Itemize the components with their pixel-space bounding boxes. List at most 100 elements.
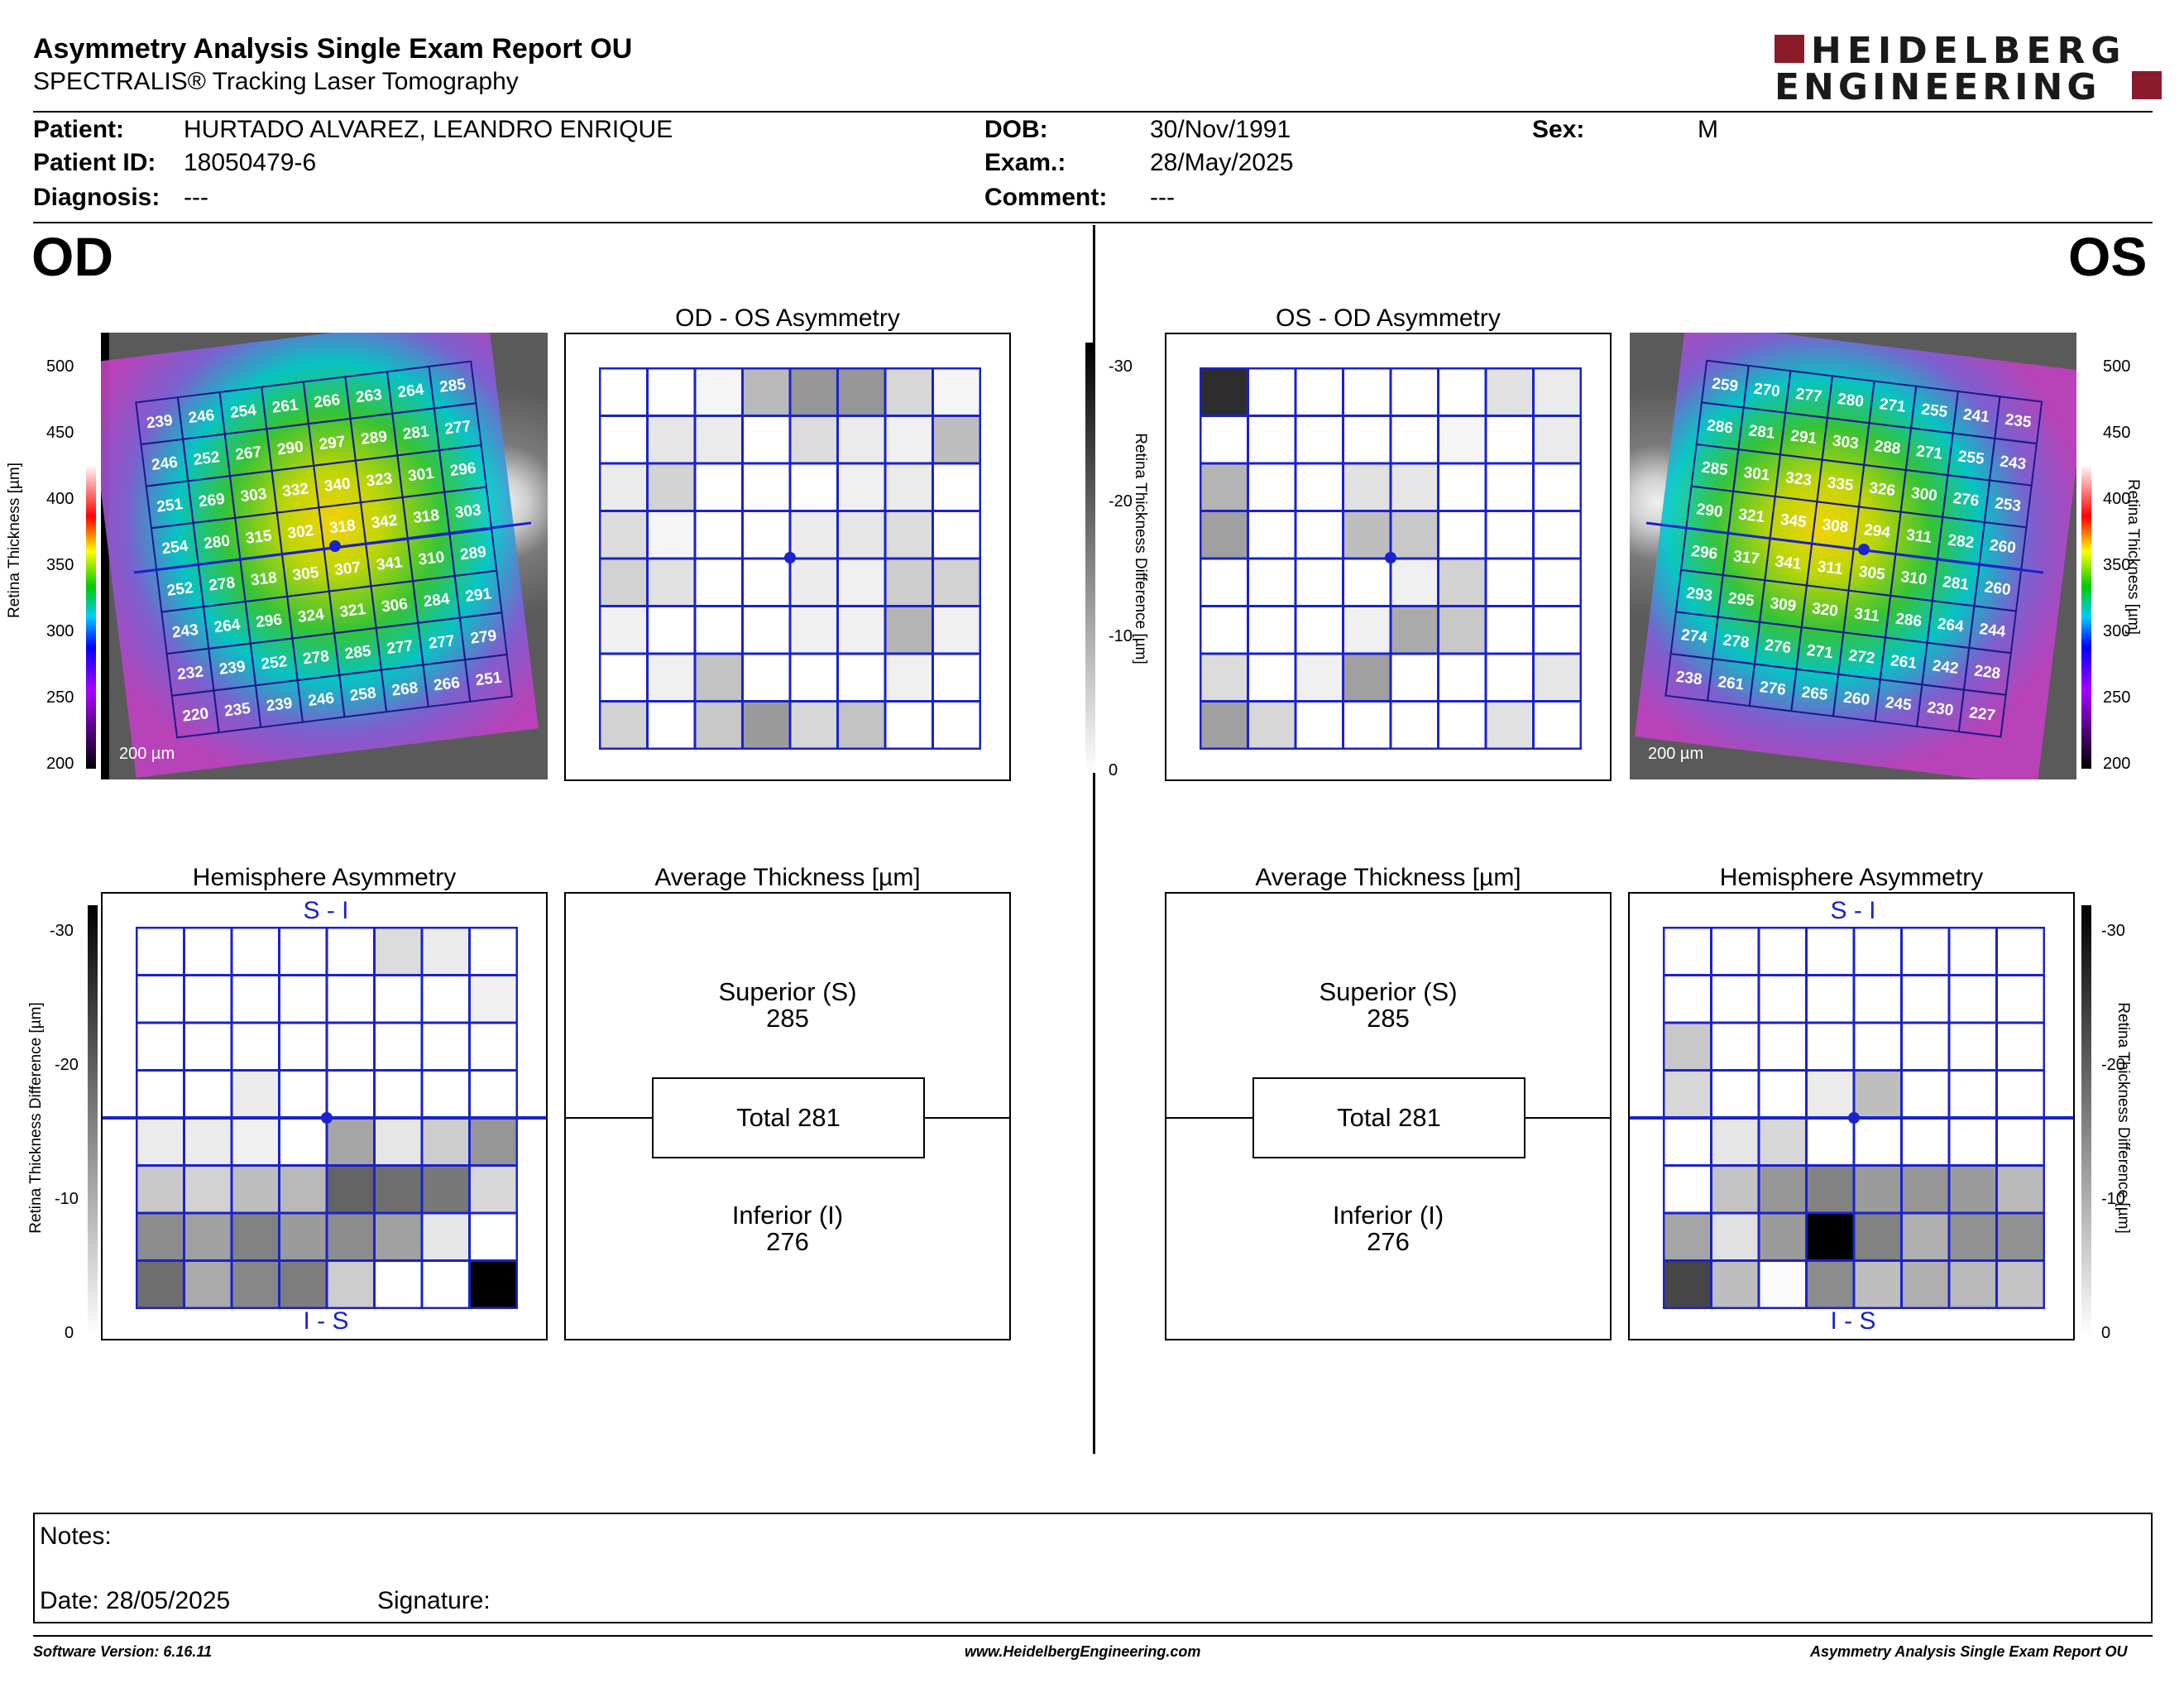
os-thickness-value-2-4: 326 — [1868, 479, 1896, 500]
os-hemi-cell-1-2 — [1757, 974, 1808, 1024]
od-asym-cell-2-6 — [884, 462, 934, 512]
os-hemi-cell-6-6 — [1947, 1211, 1998, 1262]
os-asym-cell-6-0 — [1200, 652, 1249, 703]
os-hemi-cell-4-4 — [1852, 1116, 1903, 1167]
os-hemi-cell-0-7 — [1995, 927, 2045, 976]
od-asym-cell-6-4 — [788, 652, 839, 703]
center-tick-20: -20 — [1109, 492, 1133, 511]
os-asym-cell-2-4 — [1389, 462, 1439, 512]
od-thickness-value-7-0: 220 — [181, 705, 209, 726]
os-hemi-tick-10: -10 — [2101, 1190, 2125, 1208]
os-thickness-value-1-4: 288 — [1873, 438, 1901, 458]
od-thickness-value-0-6: 264 — [397, 381, 425, 401]
os-hemi-cell-7-7 — [1995, 1259, 2045, 1309]
os-hemi-cell-5-2 — [1757, 1164, 1808, 1215]
center-diff-colorbar — [1085, 343, 1095, 773]
od-asym-cell-2-3 — [741, 462, 792, 512]
os-hemi-cell-5-0 — [1663, 1164, 1712, 1215]
footer-divider — [33, 1635, 2153, 1637]
os-asym-cell-0-6 — [1484, 367, 1535, 417]
os-hemi-cell-4-5 — [1900, 1116, 1951, 1167]
od-thickness-value-7-5: 268 — [390, 679, 419, 700]
od-hemi-cell-3-1 — [183, 1069, 233, 1120]
patient-id: 18050479-6 — [184, 149, 317, 176]
os-hemi-cell-3-6 — [1947, 1069, 1998, 1120]
od-thickness-value-3-6: 318 — [412, 506, 440, 527]
od-hemi-cell-7-1 — [183, 1259, 233, 1309]
os-thickness-value-5-0: 293 — [1685, 584, 1713, 605]
od-fovea-marker — [329, 540, 341, 552]
od-thickness-value-4-3: 305 — [292, 564, 320, 585]
os-asym-cell-3-3 — [1342, 510, 1392, 560]
os-thickness-value-6-0: 274 — [1680, 626, 1708, 647]
os-hemi-cell-3-3 — [1805, 1069, 1856, 1120]
od-hemi-cell-7-5 — [373, 1259, 424, 1309]
od-hemi-midline — [103, 1116, 546, 1120]
od-asym-cell-5-5 — [836, 605, 887, 655]
footer-website[interactable]: www.HeidelbergEngineering.com — [965, 1643, 1201, 1660]
os-thickness-value-0-4: 271 — [1879, 396, 1907, 416]
os-hemi-cell-1-4 — [1852, 974, 1903, 1024]
od-asym-title: OD - OS Asymmetry — [675, 305, 900, 332]
od-thickness-value-6-6: 277 — [428, 632, 456, 653]
od-eye-label: OD — [31, 226, 113, 287]
os-asym-cell-5-6 — [1484, 605, 1535, 655]
os-hemi-cell-5-3 — [1805, 1164, 1856, 1215]
od-hemi-cell-4-7 — [468, 1116, 518, 1167]
os-thickness-value-4-4: 305 — [1858, 563, 1886, 584]
od-thickness-value-0-0: 239 — [146, 412, 174, 433]
od-hemi-cell-5-1 — [183, 1164, 233, 1215]
os-hemi-cell-2-7 — [1995, 1021, 2045, 1072]
od-asym-cell-2-5 — [836, 462, 887, 512]
os-thickness-value-0-1: 270 — [1753, 380, 1781, 400]
os-avg-panel: Superior (S) 285 Total 281 Inferior (I) … — [1165, 892, 1612, 1340]
od-asym-cell-0-2 — [693, 367, 744, 417]
os-asym-cell-0-4 — [1389, 367, 1439, 417]
center-divider — [1093, 225, 1095, 1454]
os-thickness-value-3-3: 308 — [1821, 516, 1849, 537]
od-thickness-value-1-2: 267 — [234, 444, 262, 464]
od-hemi-cell-7-7 — [468, 1259, 518, 1309]
os-avg-title: Average Thickness [µm] — [1255, 864, 1521, 891]
os-hemi-cell-0-1 — [1710, 927, 1760, 976]
os-hemi-cell-2-6 — [1947, 1021, 1998, 1072]
os-thickness-value-0-5: 255 — [1920, 400, 1948, 421]
os-asym-cell-6-5 — [1437, 652, 1487, 703]
od-thickness-value-0-4: 266 — [313, 391, 341, 412]
os-hemi-cell-0-5 — [1900, 927, 1951, 976]
od-hemi-cell-5-7 — [468, 1164, 518, 1215]
os-hemi-cell-6-4 — [1852, 1211, 1903, 1262]
os-thickness-value-7-2: 276 — [1759, 679, 1787, 699]
od-asym-cell-6-7 — [932, 652, 981, 703]
od-thickness-value-1-6: 281 — [402, 423, 430, 444]
os-asym-cell-1-4 — [1389, 415, 1439, 465]
os-asym-cell-7-6 — [1484, 700, 1535, 750]
os-hemi-cell-1-6 — [1947, 974, 1998, 1024]
od-thickness-value-7-1: 235 — [223, 700, 251, 721]
patient-id-label: Patient ID: — [33, 149, 156, 176]
os-thickness-value-2-5: 300 — [1910, 485, 1938, 506]
od-thickness-value-5-0: 243 — [171, 621, 199, 642]
os-hemi-cell-7-2 — [1757, 1259, 1808, 1309]
os-hemi-cell-6-3 — [1805, 1211, 1856, 1262]
od-asym-cell-1-4 — [788, 415, 839, 465]
os-asym-cell-4-5 — [1437, 557, 1487, 607]
logo-line1: HEIDELBERG — [1811, 30, 2127, 72]
os-hemi-bottom-label: I - S — [1830, 1307, 1876, 1335]
os-asym-cell-6-4 — [1389, 652, 1439, 703]
od-hemi-cell-6-5 — [373, 1211, 424, 1262]
os-thickness-value-5-5: 286 — [1894, 610, 1923, 631]
os-hemi-cell-2-1 — [1710, 1021, 1760, 1072]
os-tick-500: 500 — [2103, 357, 2131, 376]
os-asym-cell-1-7 — [1532, 415, 1582, 465]
center-tick-10: -10 — [1109, 627, 1133, 645]
exam-value: 28/May/2025 — [1150, 149, 1294, 176]
od-hemi-title: Hemisphere Asymmetry — [192, 864, 457, 891]
od-asym-cell-5-6 — [884, 605, 934, 655]
od-thickness-grid: 239 246 254 261 266 263 264 285 246 252 267 290 297 2… — [133, 360, 532, 739]
od-hemi-cell-4-6 — [420, 1116, 471, 1167]
notes-date: Date: 28/05/2025 — [40, 1587, 231, 1614]
report-subtitle: SPECTRALIS® Tracking Laser Tomography — [33, 68, 519, 95]
od-thickness-value-2-6: 301 — [407, 465, 435, 486]
od-thickness-value-5-1: 264 — [213, 616, 242, 637]
